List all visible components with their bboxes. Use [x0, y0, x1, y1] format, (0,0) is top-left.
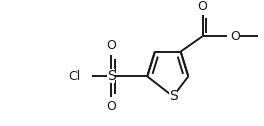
Text: O: O	[230, 30, 240, 43]
Text: S: S	[107, 69, 115, 83]
Text: S: S	[169, 89, 177, 103]
Text: O: O	[106, 100, 116, 113]
Text: O: O	[198, 0, 208, 13]
Text: Cl: Cl	[68, 70, 81, 83]
Text: O: O	[106, 39, 116, 52]
